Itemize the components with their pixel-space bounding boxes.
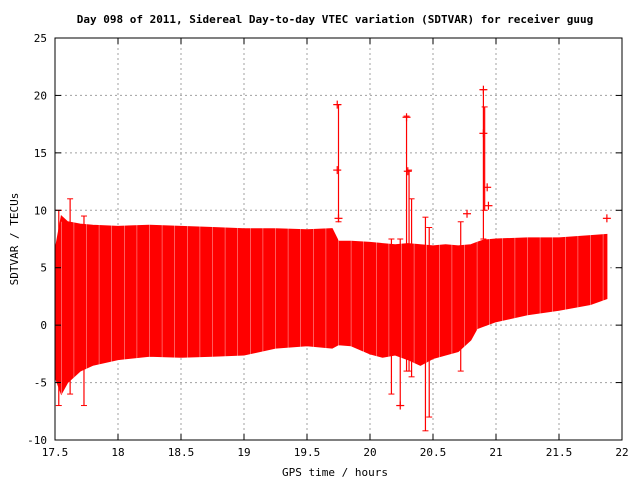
x-tick-label: 18 xyxy=(111,446,124,459)
y-tick-labels: -10 -5 0 5 10 15 20 25 xyxy=(27,32,47,447)
outlier-points xyxy=(333,85,611,410)
y-tick-label: 15 xyxy=(34,147,47,160)
x-tick-label: 22 xyxy=(615,446,628,459)
y-tick-label: 25 xyxy=(34,32,47,45)
y-tick-label: 20 xyxy=(34,89,47,102)
y-tick-label: 5 xyxy=(40,262,47,275)
outlier-point xyxy=(334,214,343,223)
axis-ticks xyxy=(54,37,623,441)
x-tick-label: 18.5 xyxy=(168,446,195,459)
data-band xyxy=(54,215,608,396)
outlier-point xyxy=(403,167,412,176)
outlier-point xyxy=(396,401,405,410)
y-tick-label: 10 xyxy=(34,204,47,217)
y-axis-label: SDTVAR / TECUs xyxy=(8,193,21,286)
x-tick-label: 20.5 xyxy=(420,446,447,459)
outlier-point xyxy=(463,209,472,218)
outlier-point xyxy=(333,100,342,109)
x-tick-label: 21.5 xyxy=(546,446,573,459)
x-tick-label: 20 xyxy=(363,446,376,459)
x-axis-label: GPS time / hours xyxy=(282,466,388,479)
outlier-point xyxy=(479,85,488,94)
outlier-point xyxy=(479,129,488,138)
plot-frame xyxy=(54,37,623,441)
x-tick-label: 21 xyxy=(489,446,502,459)
outlier-point xyxy=(402,113,411,122)
x-tick-label: 19.5 xyxy=(294,446,321,459)
x-tick-label: 19 xyxy=(237,446,250,459)
x-tick-labels: 17.5 18 18.5 19 19.5 20 20.5 21 21.5 22 xyxy=(42,446,629,459)
chart-title: Day 098 of 2011, Sidereal Day-to-day VTE… xyxy=(77,13,594,26)
outlier-point xyxy=(483,183,492,192)
x-tick-label: 17.5 xyxy=(42,446,69,459)
y-tick-label: -5 xyxy=(34,377,47,390)
outlier-point xyxy=(484,201,493,210)
spike-series xyxy=(55,89,488,432)
y-tick-label: 0 xyxy=(40,319,47,332)
outlier-point xyxy=(602,214,611,223)
outlier-point xyxy=(333,166,342,175)
variation-band xyxy=(54,215,608,396)
y-tick-label: -10 xyxy=(27,434,47,447)
